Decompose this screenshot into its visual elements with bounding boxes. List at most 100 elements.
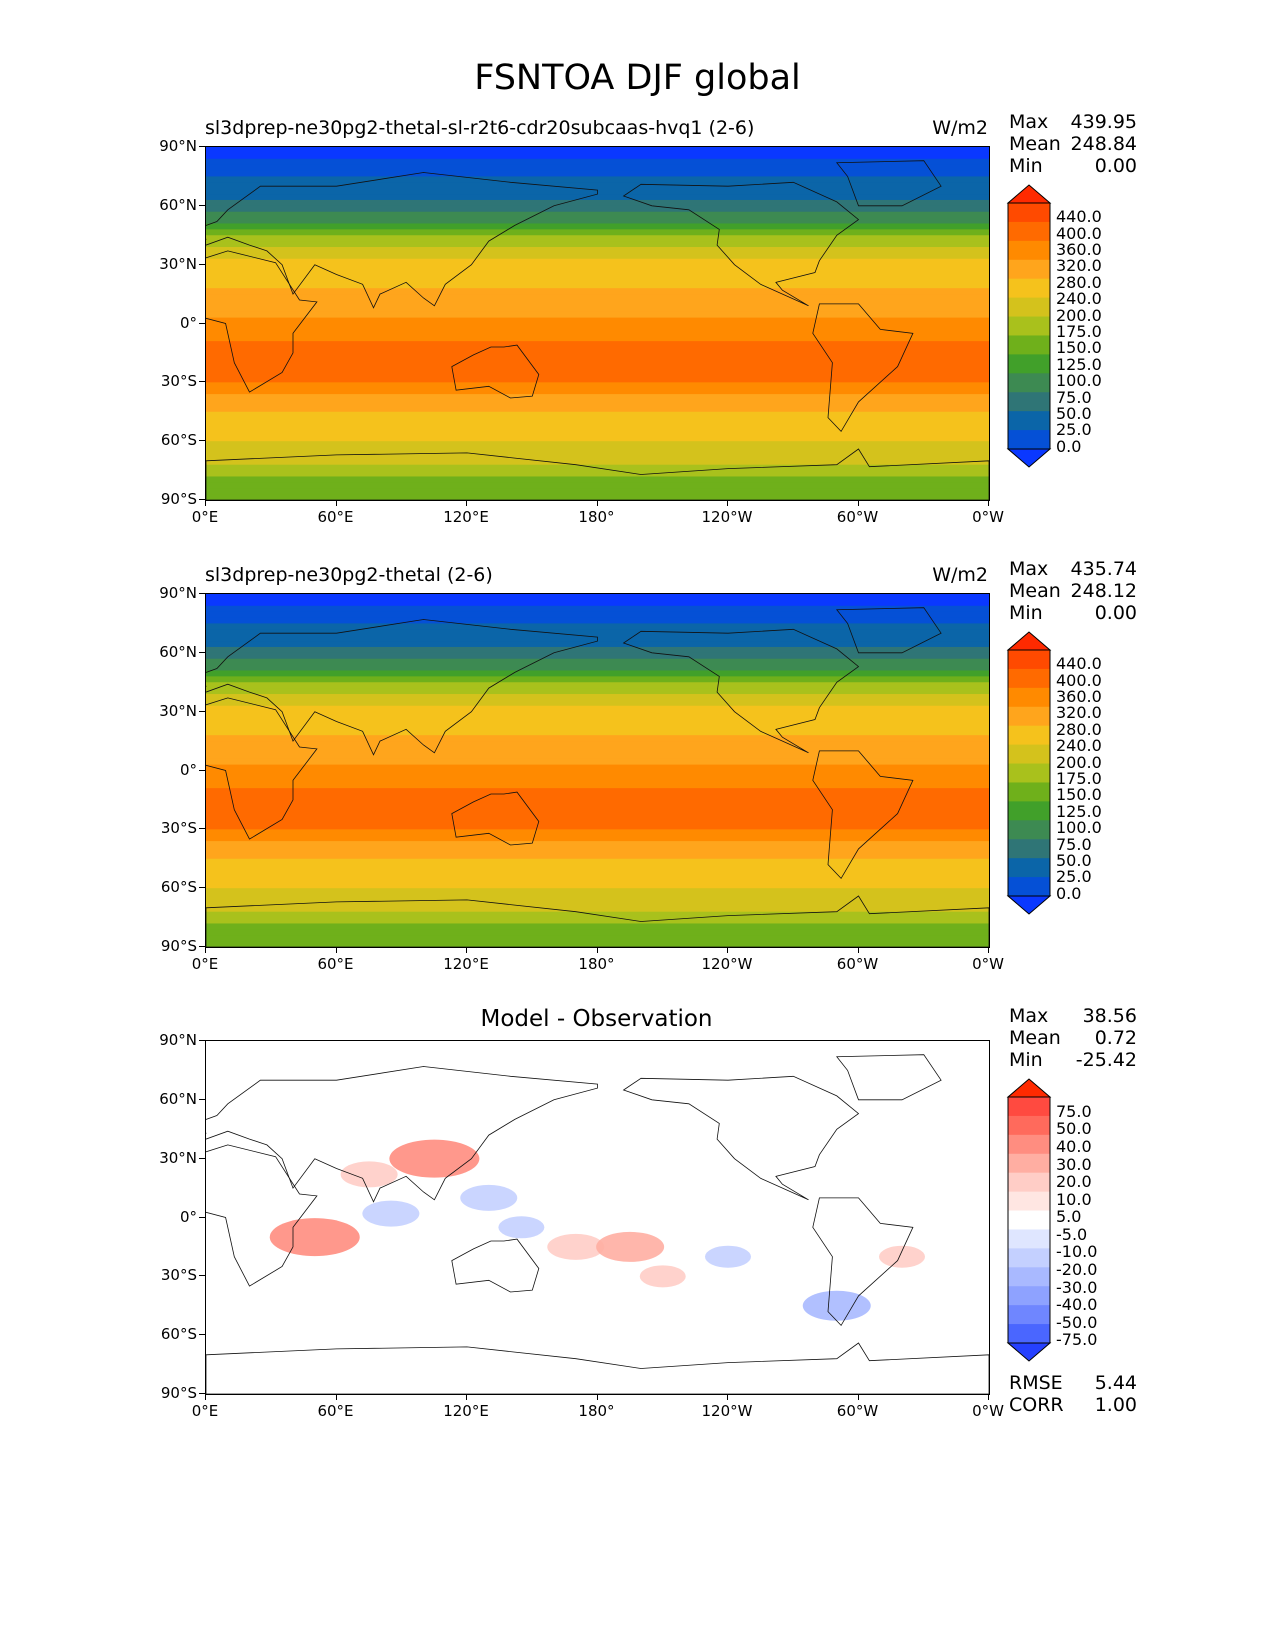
colorbar-segment <box>1008 1210 1050 1230</box>
stat-max-value: 435.74 <box>1070 558 1137 580</box>
field-band <box>206 388 989 395</box>
field-band <box>206 894 989 901</box>
field-band <box>206 823 989 830</box>
colorbar-tick-label: 75.0 <box>1056 834 1092 854</box>
panel3-stats: Max 38.56 Mean 0.72 Min -25.42 <box>1009 1005 1137 1071</box>
field-band <box>206 805 989 813</box>
figure-title: FSNTOA DJF global <box>474 58 801 98</box>
field-band <box>206 817 989 825</box>
field-band <box>206 782 989 789</box>
panel3-colorbar: 75.0 50.0 40.0 30.0 20.0 10.0 5.0 -5.0 -10.0 -20.… <box>1006 1078 1097 1362</box>
field-band <box>206 435 989 442</box>
y-tick-mark <box>199 381 205 383</box>
y-tick-label: 60°N <box>159 642 197 661</box>
colorbar-tick-label: 200.0 <box>1056 305 1102 325</box>
stat-min-value: 0.00 <box>1094 155 1137 177</box>
field-band <box>206 176 989 183</box>
anomaly-patch <box>362 1200 420 1227</box>
colorbar-segment <box>1008 392 1050 412</box>
corr-value: 1.00 <box>1094 1394 1137 1416</box>
coastline <box>206 619 598 756</box>
coastline <box>206 172 598 309</box>
field-band <box>206 182 989 189</box>
x-tick-mark <box>205 500 206 506</box>
colorbar-tick-label: 25.0 <box>1056 867 1092 887</box>
stat-mean-label: Mean <box>1009 580 1061 602</box>
x-tick-label: 0°E <box>191 508 219 526</box>
colorbar-tick-label: 240.0 <box>1056 289 1102 309</box>
field-band <box>206 217 989 225</box>
coastline <box>451 344 540 399</box>
panel3-title: Model - Observation <box>480 1006 713 1032</box>
colorbar-segment <box>1008 725 1050 746</box>
colorbar-tick-label: 150.0 <box>1056 338 1102 358</box>
field-band <box>206 923 989 930</box>
colorbar-segment <box>1008 335 1050 355</box>
field-band <box>206 694 989 701</box>
coastline <box>835 160 942 207</box>
field-band <box>206 746 989 754</box>
colorbar-outline <box>1007 649 1051 897</box>
panel3-footer: RMSE 5.44 CORR 1.00 <box>1009 1372 1137 1416</box>
field-band <box>206 341 989 348</box>
x-tick-mark <box>727 500 728 506</box>
colorbar-outline <box>1007 1096 1051 1344</box>
field-band <box>206 676 989 683</box>
rmse-value: 5.44 <box>1094 1372 1137 1394</box>
x-tick-mark <box>596 1394 598 1400</box>
colorbar-tick-label: 75.0 <box>1056 387 1092 407</box>
colorbar-segment <box>1008 221 1050 242</box>
y-tick-mark <box>199 1098 205 1100</box>
x-tick-label: 60°W <box>836 1402 879 1420</box>
x-tick-mark <box>335 1394 337 1400</box>
y-tick-mark <box>199 651 205 653</box>
y-tick-mark <box>199 146 205 147</box>
field-band <box>206 276 989 283</box>
field-band <box>206 294 989 301</box>
x-tick-label: 120°W <box>701 508 753 526</box>
x-tick-mark <box>466 1394 467 1400</box>
x-tick-label: 60°E <box>317 955 354 973</box>
field-band <box>206 794 989 801</box>
x-tick-mark <box>205 947 206 953</box>
colorbar-segment <box>1008 1153 1050 1174</box>
field-band <box>206 882 989 889</box>
y-tick-label: 0° <box>179 313 197 332</box>
y-tick-label: 30°S <box>160 819 197 838</box>
y-tick-mark <box>199 593 205 594</box>
field-band <box>206 846 989 854</box>
field-band <box>206 864 989 872</box>
x-tick-label: 60°W <box>836 955 879 973</box>
anomaly-patch <box>389 1139 480 1178</box>
coastline <box>622 1075 860 1201</box>
stat-max-label: Max <box>1009 558 1049 580</box>
colorbar-segment <box>1008 650 1050 670</box>
colorbar-tick-label: 400.0 <box>1056 223 1102 243</box>
colorbar-segment <box>1008 278 1050 299</box>
field-band <box>206 323 989 330</box>
coastline <box>812 1197 914 1327</box>
field-band <box>206 258 989 266</box>
field-band <box>206 705 989 713</box>
anomaly-patch <box>547 1233 605 1260</box>
field-band <box>206 776 989 783</box>
anomaly-patch <box>596 1231 665 1262</box>
field-band <box>206 441 989 448</box>
y-tick-label: 30°N <box>159 254 197 273</box>
stat-min-label: Min <box>1009 1049 1043 1071</box>
y-tick-mark <box>199 710 205 712</box>
x-tick-mark <box>335 947 337 953</box>
y-tick-mark <box>199 204 205 206</box>
field-band <box>206 170 989 178</box>
y-tick-mark <box>199 828 205 830</box>
field-band <box>206 929 989 936</box>
y-tick-mark <box>199 887 205 889</box>
y-tick-label: 90°N <box>159 1031 197 1049</box>
field-band <box>206 358 989 366</box>
colorbar-tick-label: 5.0 <box>1056 1207 1082 1227</box>
colorbar-tick-label: 360.0 <box>1056 240 1102 259</box>
coastline <box>206 1144 318 1287</box>
field-band <box>206 935 989 942</box>
field-band <box>206 752 989 760</box>
colorbar-segment <box>1008 1097 1050 1117</box>
